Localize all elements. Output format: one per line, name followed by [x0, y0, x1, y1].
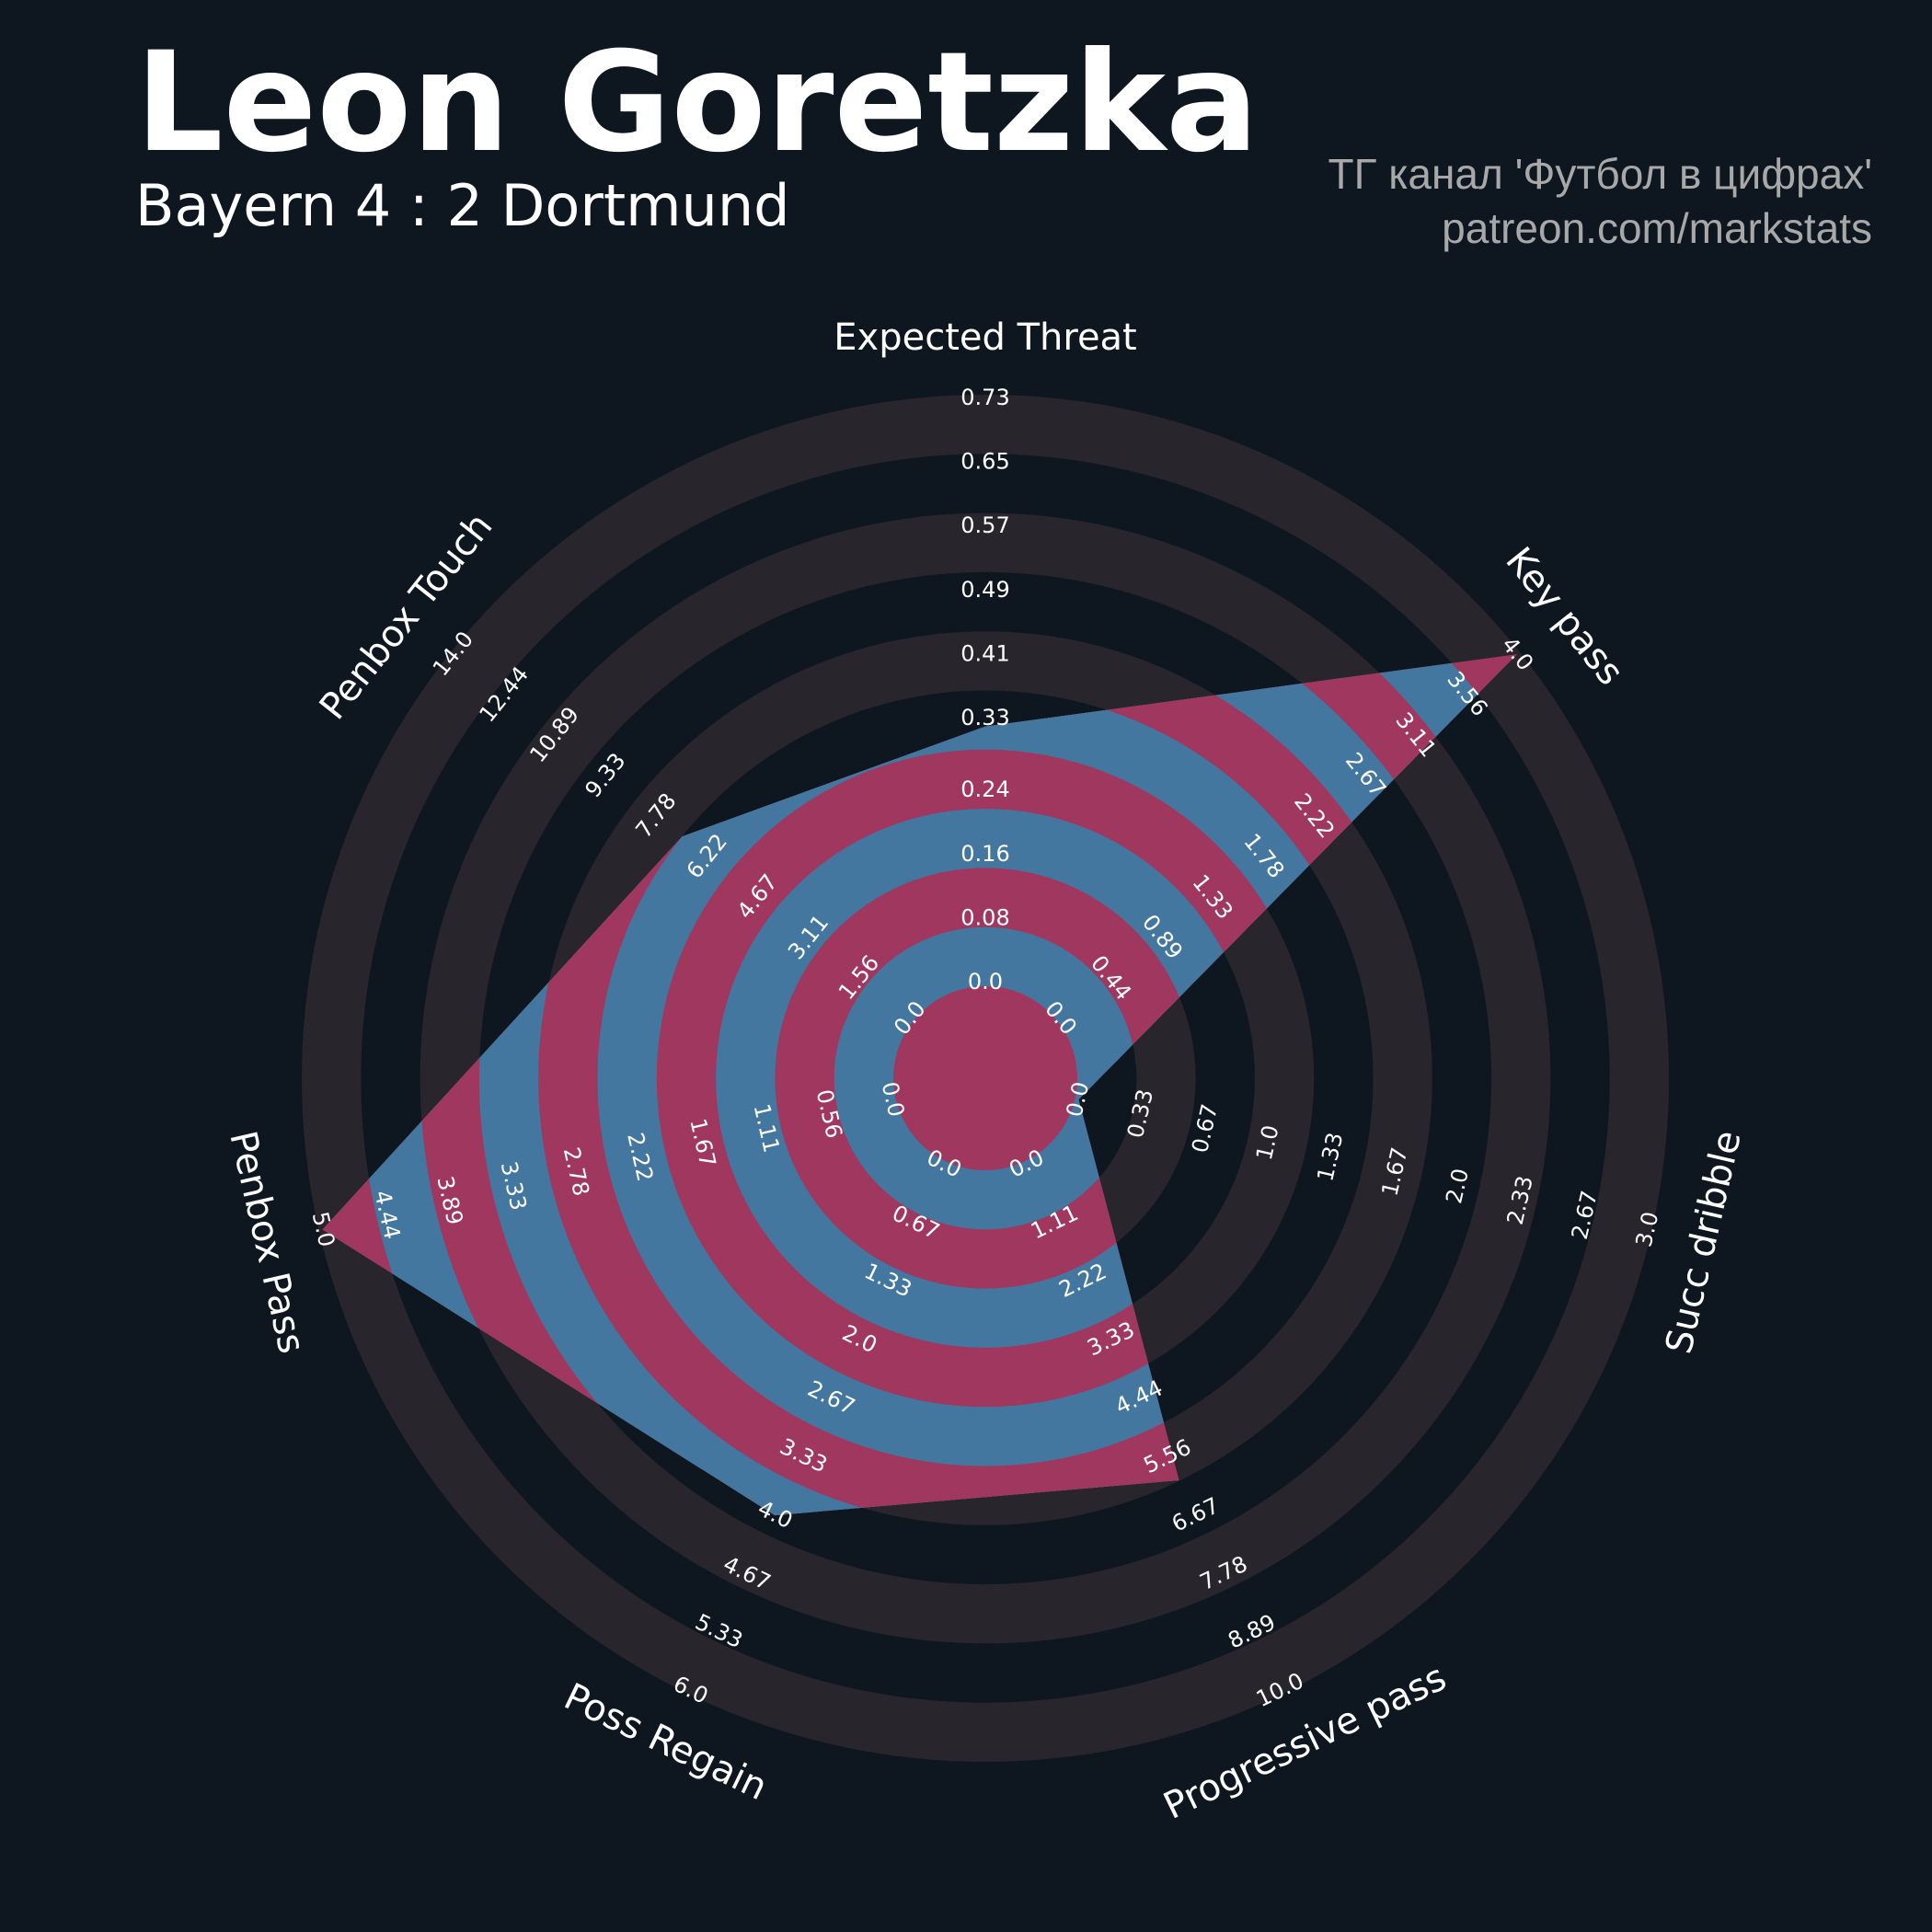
tick-label: 0.0 [968, 969, 1003, 995]
tick-label: 0.57 [960, 512, 1009, 538]
axis-label: Expected Threat [834, 316, 1137, 359]
tick-label: 0.73 [960, 385, 1009, 410]
chart-title: Leon Goretzka [135, 23, 1259, 183]
tick-label: 0.16 [960, 841, 1009, 867]
tick-label: 0.41 [960, 640, 1009, 666]
tick-label: 0.24 [960, 776, 1009, 802]
tick-label: 0.08 [960, 904, 1009, 930]
credit: patreon.com/markstats [1442, 204, 1872, 252]
tick-label: 0.49 [960, 577, 1009, 603]
tick-label: 0.65 [960, 449, 1009, 475]
credit: ТГ канал 'Футбол в цифрах' [1328, 150, 1872, 198]
ring [893, 986, 1077, 1170]
chart-subtitle: Bayern 4 : 2 Dortmund [135, 172, 790, 239]
tick-label: 0.33 [960, 705, 1009, 730]
